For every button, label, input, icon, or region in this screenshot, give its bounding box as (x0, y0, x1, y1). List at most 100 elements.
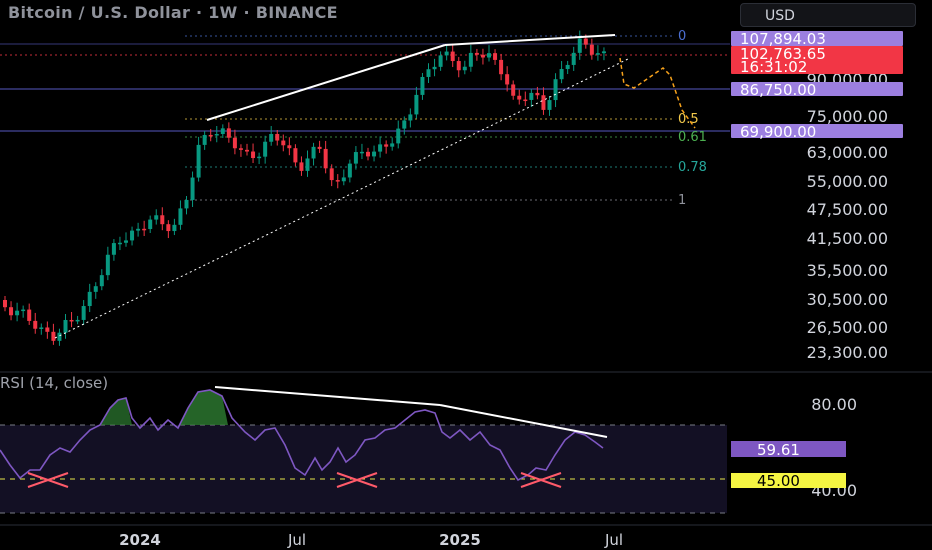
candle-body (571, 52, 576, 65)
candle-body (589, 44, 594, 55)
candle-body (105, 254, 110, 276)
candle-body (148, 219, 153, 230)
candle-body (505, 74, 510, 85)
price-axis-tick: 55,000.00 (807, 172, 888, 191)
candle-body (15, 310, 20, 316)
candle-body (426, 69, 431, 77)
candle-body (444, 51, 449, 56)
candle-body (160, 215, 165, 225)
price-label-text: 86,750.00 (740, 81, 816, 99)
candle-body (420, 76, 425, 95)
candle-body (456, 61, 461, 71)
candle-body (474, 52, 479, 55)
candle-body (462, 66, 467, 71)
candle-body (601, 51, 606, 54)
candle-body (595, 53, 600, 55)
candle-body (329, 168, 334, 181)
candle-body (9, 307, 14, 316)
candle-body (245, 149, 249, 152)
rsi-indicator-title[interactable]: RSI (14, close) (0, 374, 109, 392)
candle-body (583, 38, 588, 45)
candle-body (214, 134, 219, 136)
candle-body (220, 128, 225, 135)
candle-body (281, 140, 286, 146)
candle-body (3, 300, 7, 308)
candle-body (323, 148, 328, 169)
candle-body (559, 69, 564, 80)
candle-body (111, 243, 116, 255)
rsi-value-label-box (731, 441, 846, 457)
candle-body (117, 242, 122, 245)
candle-body (124, 240, 128, 243)
price-label-text: 69,900.00 (740, 123, 816, 141)
candle-body (275, 134, 280, 141)
candle-body (511, 84, 516, 96)
candle-body (27, 309, 32, 321)
candle-body (402, 120, 407, 129)
time-axis-tick: Jul (604, 531, 623, 549)
candle-body (553, 79, 558, 101)
upper-trendline-2 (444, 34, 616, 46)
candle-body (75, 319, 80, 322)
rsi-level-label-box (731, 473, 846, 488)
time-axis-tick: Jul (287, 531, 306, 549)
rsi-cross-marker (27, 472, 69, 488)
candle-body (142, 228, 147, 231)
rsi-divergence-line-2 (439, 404, 608, 438)
price-label-text: 107,894.03 (740, 30, 826, 48)
candle-body (577, 38, 582, 53)
candle-body (378, 144, 383, 152)
candle-body (396, 128, 401, 144)
candlestick-series (3, 30, 606, 346)
rsi-value-label: 59.61 (757, 441, 800, 459)
price-label-box (731, 124, 903, 138)
candle-body (93, 286, 98, 292)
candle-body (154, 215, 159, 220)
candle-body (384, 144, 389, 147)
price-label-text: 102,763.65 (740, 45, 826, 63)
rsi-axis-tick: 80.00 (811, 395, 857, 414)
candle-body (529, 92, 534, 100)
rsi-cross-marker (336, 472, 378, 488)
rsi-level-label: 45.00 (757, 472, 800, 490)
time-axis-tick: 2025 (439, 531, 481, 549)
candle-body (87, 291, 92, 307)
price-label-box (731, 82, 903, 96)
candle-body (565, 64, 570, 70)
candle-body (39, 327, 44, 329)
projection-path (619, 57, 696, 129)
candle-body (408, 114, 413, 121)
price-label-box (731, 46, 903, 74)
candle-body (196, 144, 201, 178)
rsi-overbought-fill (180, 390, 228, 425)
candle-body (541, 95, 546, 110)
upper-trendline-1 (206, 44, 446, 121)
chart-title: Bitcoin / U.S. Dollar · 1W · BINANCE (8, 3, 338, 22)
candle-body (523, 99, 528, 102)
candle-body (33, 320, 38, 329)
candle-body (263, 141, 268, 157)
candle-body (468, 52, 473, 67)
fib-level-label: 0.78 (678, 160, 707, 175)
rsi-overbought-fill (100, 398, 132, 425)
time-axis-tick: 2024 (119, 531, 161, 549)
candle-body (535, 92, 540, 96)
price-label-countdown: 16:31:02 (740, 58, 807, 76)
price-label-box (731, 31, 903, 46)
candle-body (487, 53, 491, 58)
candle-body (359, 151, 364, 154)
rsi-band-background (0, 425, 727, 513)
price-axis-tick: 75,000.00 (807, 107, 888, 126)
price-axis-tick: 30,500.00 (807, 290, 888, 309)
candle-body (257, 156, 262, 159)
currency-button[interactable]: USD (740, 3, 916, 27)
candle-body (353, 152, 358, 164)
candle-body (190, 177, 195, 200)
rsi-divergence-line-1 (214, 386, 441, 406)
price-axis-tick: 41,500.00 (807, 229, 888, 248)
fib-level-label: 1 (678, 193, 686, 208)
candle-body (166, 224, 171, 232)
candle-body (414, 94, 419, 115)
candle-body (136, 228, 141, 231)
